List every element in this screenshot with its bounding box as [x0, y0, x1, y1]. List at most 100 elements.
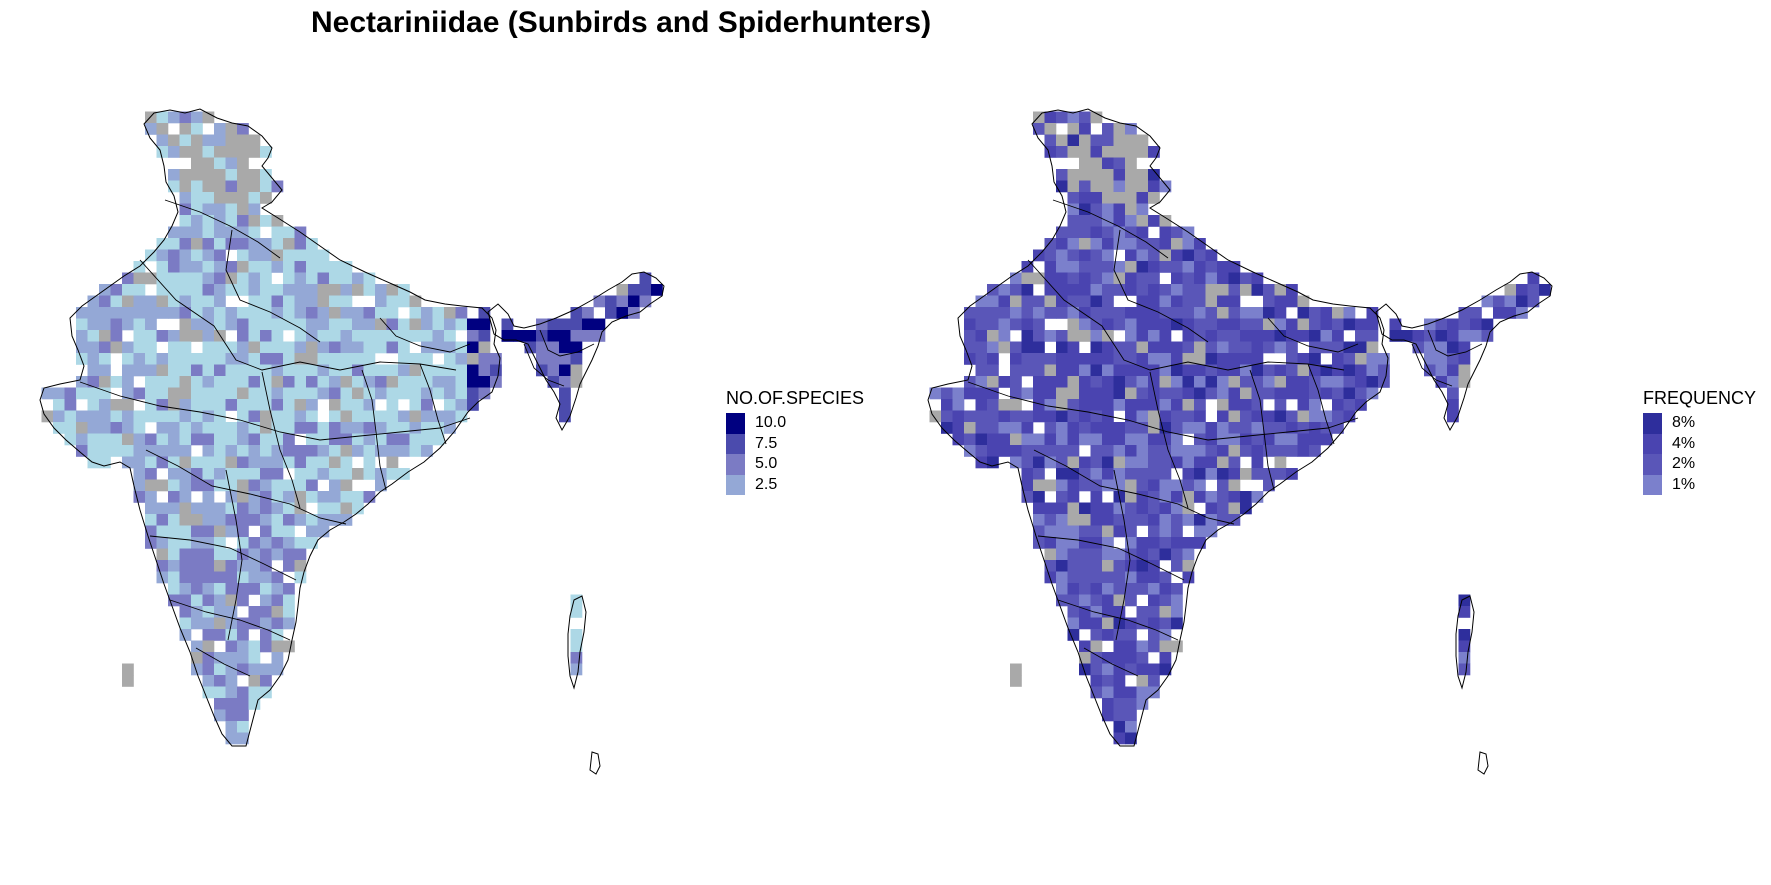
grid-cell: [1113, 318, 1126, 331]
grid-cell: [1056, 272, 1068, 285]
grid-cell: [1458, 594, 1471, 607]
grid-cell: [1263, 341, 1275, 354]
grid-cell: [179, 445, 192, 457]
grid-cell: [1148, 502, 1160, 515]
grid-cell: [478, 341, 491, 354]
grid-cell: [237, 456, 249, 469]
grid-cell: [1125, 629, 1137, 641]
grid-cell: [306, 295, 318, 308]
grid-cell: [317, 261, 330, 273]
grid-cell: [1182, 341, 1195, 354]
grid-cell: [1182, 548, 1195, 561]
grid-cell: [53, 410, 65, 423]
grid-cell: [76, 445, 88, 457]
grid-cell: [1102, 192, 1114, 204]
grid-cell: [225, 548, 238, 561]
grid-cell: [1148, 525, 1160, 538]
grid-cell: [1320, 410, 1333, 423]
grid-cell: [133, 468, 146, 480]
grid-cell: [237, 640, 249, 653]
grid-cell: [179, 617, 192, 630]
grid-cell: [156, 353, 169, 365]
grid-cell: [87, 399, 100, 411]
grid-cell: [1079, 146, 1091, 158]
grid-cell: [283, 272, 295, 285]
grid-cell: [1056, 238, 1068, 250]
grid-cell: [271, 571, 284, 584]
grid-cell: [1079, 583, 1091, 595]
grid-cell: [237, 330, 249, 342]
grid-cell: [202, 146, 215, 158]
grid-cell: [110, 341, 123, 354]
grid-cell: [421, 318, 433, 331]
grid-cell: [1010, 445, 1022, 457]
grid-cell: [1079, 399, 1091, 411]
state-boundary: [139, 259, 457, 371]
grid-cell: [87, 341, 100, 354]
grid-cell: [1136, 353, 1149, 365]
grid-cell: [398, 295, 410, 308]
grid-cell: [582, 307, 594, 319]
grid-cell: [1113, 215, 1126, 227]
grid-cell: [1136, 548, 1149, 561]
grid-cell: [214, 272, 226, 285]
grid-cell: [179, 491, 192, 503]
grid-cell: [398, 318, 410, 331]
grid-cell: [1125, 226, 1137, 239]
grid-cell: [1090, 307, 1103, 319]
grid-cell: [987, 376, 999, 388]
grid-cell: [237, 272, 249, 285]
grid-cell: [110, 399, 123, 411]
grid-cell: [1044, 272, 1057, 285]
grid-cell: [1102, 295, 1114, 308]
grid-cell: [952, 399, 965, 411]
grid-cell: [547, 318, 560, 331]
grid-cell: [1056, 376, 1068, 388]
grid-cell: [1079, 617, 1091, 630]
grid-cell: [271, 215, 284, 227]
grid-cell: [1366, 341, 1379, 354]
grid-cell: [214, 617, 226, 630]
grid-cell: [1286, 353, 1298, 365]
grid-cell: [225, 376, 238, 388]
boundary-outline: [1455, 595, 1475, 690]
grid-cell: [340, 410, 353, 423]
grid-cell: [179, 330, 192, 342]
grid-cell: [260, 284, 272, 296]
grid-cell: [179, 261, 192, 273]
grid-cell: [237, 491, 249, 503]
grid-cell: [1171, 318, 1183, 331]
grid-cell: [1274, 376, 1287, 388]
state-boundary: [1027, 259, 1345, 371]
grid-cell: [444, 387, 456, 400]
grid-cell: [1136, 330, 1149, 342]
grid-cell: [1044, 330, 1057, 342]
grid-cell: [1148, 433, 1160, 446]
grid-cell: [225, 732, 238, 745]
grid-cell: [352, 376, 364, 388]
grid-cell: [260, 272, 272, 285]
grid-cell: [1113, 468, 1126, 480]
grid-cell: [975, 399, 988, 411]
grid-cell: [191, 364, 203, 377]
grid-cell: [76, 410, 88, 423]
grid-cell: [191, 652, 203, 664]
grid-cell: [559, 364, 571, 377]
grid-cell: [559, 399, 571, 411]
grid-cell: [156, 433, 169, 446]
grid-cell: [1171, 295, 1183, 308]
grid-cell: [248, 479, 261, 492]
grid-cell: [1010, 410, 1022, 423]
grid-cell: [1067, 548, 1080, 561]
grid-cell: [1102, 203, 1114, 216]
grid-cell: [329, 433, 341, 446]
grid-cell: [225, 468, 238, 480]
grid-cell: [271, 537, 284, 549]
grid-cell: [145, 456, 157, 469]
grid-cell: [363, 445, 376, 457]
grid-cell: [1102, 307, 1114, 319]
grid-cell: [1056, 341, 1068, 354]
grid-cell: [214, 652, 226, 664]
grid-cell: [225, 422, 238, 434]
grid-cell: [964, 307, 976, 319]
